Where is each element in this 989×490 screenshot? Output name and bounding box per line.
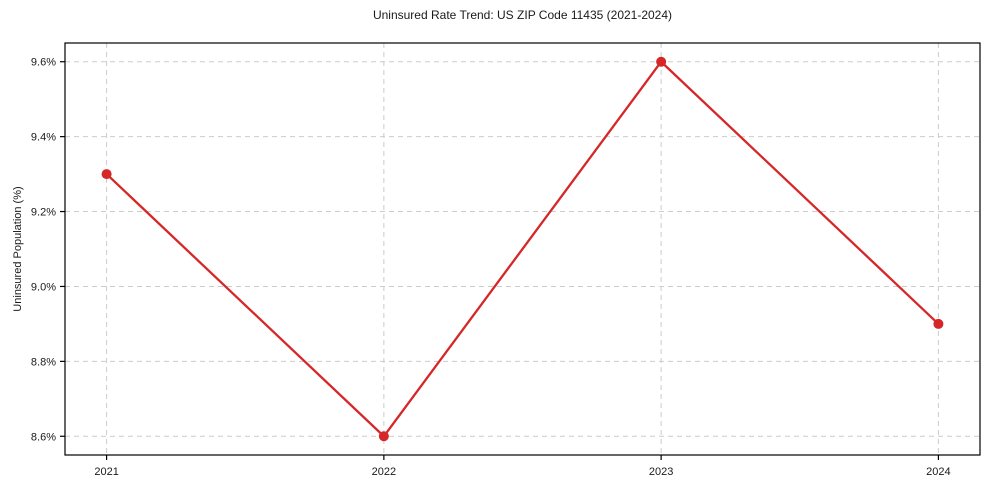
chart-title: Uninsured Rate Trend: US ZIP Code 11435 …	[372, 8, 673, 22]
y-tick-label: 9.6%	[31, 57, 56, 69]
data-point-marker	[101, 169, 112, 180]
y-tick-label: 8.8%	[31, 356, 56, 368]
x-tick-label: 2023	[649, 466, 673, 478]
x-tick-label: 2022	[372, 466, 396, 478]
data-point-marker	[378, 431, 389, 442]
x-tick-label: 2021	[94, 466, 118, 478]
y-tick-label: 9.4%	[31, 132, 56, 144]
y-tick-label: 9.2%	[31, 207, 56, 219]
data-point-marker	[656, 56, 667, 67]
y-tick-label: 9.0%	[31, 281, 56, 293]
x-tick-label: 2024	[926, 466, 950, 478]
y-tick-label: 8.6%	[31, 431, 56, 443]
axes-spines	[64, 42, 981, 456]
data-point-marker	[933, 318, 944, 329]
trend-line	[105, 60, 940, 438]
